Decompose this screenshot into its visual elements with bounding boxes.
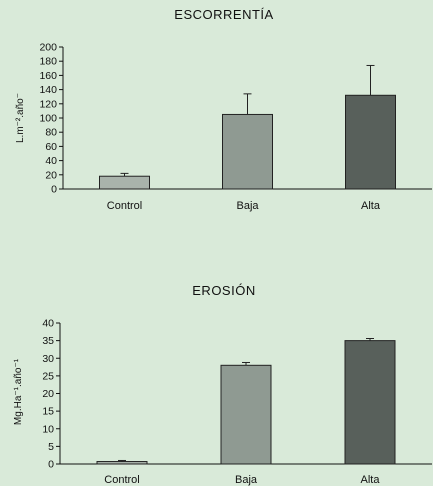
y-tick-label: 15 [42,406,54,418]
y-tick-label: 20 [42,388,54,400]
y-ticks: 0 20 40 60 80 100 120 140 160 180 200 [39,42,63,196]
x-tick-labels: Control Baja Alta [107,200,381,212]
y-tick-label: 35 [42,335,54,347]
y-tick-label: 20 [45,169,57,181]
y-tick-label: 180 [39,56,57,68]
y-tick-label: 200 [39,42,57,54]
bars [99,94,396,190]
y-tick-label: 120 [39,98,57,110]
y-tick-label: 0 [48,459,54,471]
y-tick-label: 25 [42,370,54,382]
y-tick-label: 0 [51,184,57,196]
x-tick-label: Control [104,474,139,486]
y-axis-label: L.m⁻².año⁻ [15,93,26,143]
bar-baja [220,364,272,465]
x-tick-label: Alta [361,474,381,486]
bar-alta [345,94,396,190]
y-tick-label: 80 [45,127,57,139]
y-tick-label: 140 [39,84,57,96]
y-tick-label: 60 [45,141,57,153]
y-tick-label: 40 [45,155,57,167]
chart-erosion: EROSIÓN Mg.Ha⁻¹.año⁻¹ 0 5 10 15 20 25 30 35 40 C… [13,283,432,486]
error-bars [120,64,375,177]
bars [96,340,396,465]
y-tick-label: 160 [39,70,57,82]
bar-alta [344,340,396,465]
y-tick-label: 30 [42,353,54,365]
bar-control [99,175,150,190]
y-ticks: 0 5 10 15 20 25 30 35 40 [42,318,60,471]
chart-title: EROSIÓN [192,283,255,298]
chart-title: ESCORRENTÍA [174,7,273,22]
x-tick-label: Baja [235,474,258,486]
y-tick-label: 40 [42,318,54,330]
x-tick-label: Control [107,200,142,212]
y-tick-label: 10 [42,423,54,435]
y-tick-label: 100 [39,113,57,125]
x-tick-labels: Control Baja Alta [104,474,380,486]
bar-control [96,461,148,465]
error-bars [118,338,374,462]
x-tick-label: Baja [236,200,259,212]
y-axis-label: Mg.Ha⁻¹.año⁻¹ [13,358,24,425]
y-tick-label: 5 [48,441,54,453]
bar-baja [222,113,273,190]
x-tick-label: Alta [361,200,381,212]
chart-escorrentia: ESCORRENTÍA L.m⁻².año⁻ 0 20 40 60 80 100 120 14… [15,7,432,212]
